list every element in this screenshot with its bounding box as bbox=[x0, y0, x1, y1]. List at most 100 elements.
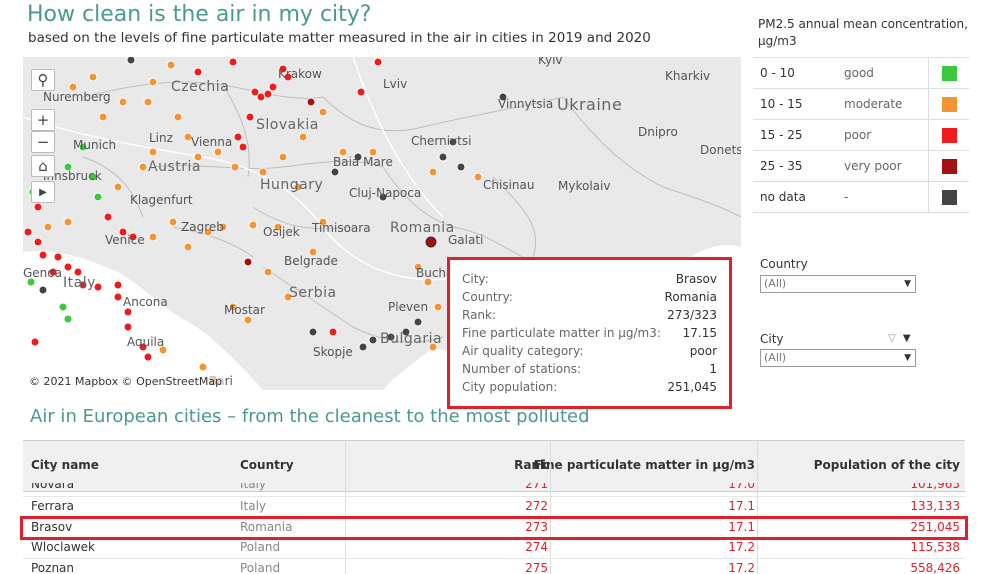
tooltip-value: poor bbox=[689, 344, 717, 358]
column-header-city[interactable]: City name bbox=[31, 458, 99, 472]
page-subtitle: based on the levels of fine particulate … bbox=[28, 30, 651, 46]
zoom-out-button[interactable]: − bbox=[31, 131, 55, 153]
tooltip-label: City population: bbox=[462, 380, 558, 394]
zoom-in-button[interactable]: + bbox=[31, 109, 55, 131]
legend-row[interactable]: 10 - 15 moderate bbox=[753, 89, 969, 120]
tooltip-label: Rank: bbox=[462, 308, 497, 322]
tooltip-row: Country: Romania bbox=[462, 288, 717, 306]
country-filter-label: Country bbox=[760, 257, 808, 271]
map-search-button[interactable]: ⚲ bbox=[31, 69, 55, 91]
table-row[interactable]: Wloclawek Poland 274 17.2 115,538 bbox=[23, 538, 965, 559]
city-map[interactable]: Kyiv Kharkiv Krakow Lviv Vinnytsia Ukrai… bbox=[23, 57, 741, 390]
reset-view-button[interactable]: ⌂ bbox=[31, 155, 55, 177]
legend-label: - bbox=[844, 190, 849, 204]
legend-range: 15 - 25 bbox=[760, 128, 803, 142]
map-tooltip: City: Brasov Country: Romania Rank: 273/323 Fi… bbox=[447, 257, 732, 409]
cell-rank: 274 bbox=[525, 540, 548, 554]
table-row[interactable]: Ferrara Italy 272 17.1 133,133 bbox=[23, 497, 965, 518]
tooltip-label: City: bbox=[462, 272, 489, 286]
tooltip-value: 1 bbox=[709, 362, 717, 376]
legend-row[interactable]: no data - bbox=[753, 182, 969, 213]
city-filter-select[interactable]: (All) ▼ bbox=[760, 349, 916, 367]
column-header-country[interactable]: Country bbox=[240, 458, 294, 472]
place-hungary: Hungary bbox=[260, 177, 324, 193]
place-slovakia: Slovakia bbox=[256, 117, 319, 133]
map-tools-button[interactable]: ▶ bbox=[31, 181, 55, 203]
column-divider bbox=[757, 440, 758, 574]
place-ukraine: Ukraine bbox=[557, 95, 623, 114]
column-divider bbox=[345, 440, 346, 574]
tooltip-row: Air quality category: poor bbox=[462, 342, 717, 360]
column-header-rank[interactable]: Rank bbox=[514, 458, 548, 472]
selected-row-highlight bbox=[20, 516, 968, 540]
column-header-pm[interactable]: Fine particulate matter in µg/m3 bbox=[533, 458, 755, 472]
place-lviv: Lviv bbox=[383, 77, 408, 91]
place-innsbruck: Innsbruck bbox=[43, 169, 102, 183]
place-pleven: Pleven bbox=[388, 300, 429, 314]
chevron-down-icon: ▼ bbox=[904, 353, 911, 363]
legend-swatch bbox=[928, 89, 969, 119]
place-vinnytsia: Vinnytsia bbox=[498, 97, 554, 111]
legend-label: very poor bbox=[844, 159, 902, 173]
cell-pm: 17.2 bbox=[728, 560, 755, 574]
filter-menu[interactable]: ▽ ▼ bbox=[888, 333, 911, 344]
place-genoa: Genoa bbox=[23, 266, 62, 280]
cell-rank: 272 bbox=[525, 499, 548, 513]
tooltip-row: City population: 251,045 bbox=[462, 378, 717, 396]
page-title: How clean is the air in my city? bbox=[27, 2, 372, 27]
legend-range: no data bbox=[760, 190, 806, 204]
place-venice: Venice bbox=[105, 233, 145, 247]
place-czechia: Czechia bbox=[171, 79, 230, 95]
place-ancona: Ancona bbox=[123, 295, 168, 309]
column-header-population[interactable]: Population of the city bbox=[813, 458, 960, 472]
legend-swatch bbox=[928, 120, 969, 150]
tooltip-value: 251,045 bbox=[667, 380, 717, 394]
tooltip-row: Fine particulate matter in µg/m3: 17.15 bbox=[462, 324, 717, 342]
cell-pm: 17.0 bbox=[728, 483, 755, 491]
tooltip-row: Rank: 273/323 bbox=[462, 306, 717, 324]
place-nuremberg: Nuremberg bbox=[43, 90, 111, 104]
table-title: Air in European cities – from the cleane… bbox=[30, 406, 590, 427]
place-belgrade: Belgrade bbox=[284, 254, 338, 268]
city-filter-label: City bbox=[760, 332, 784, 346]
place-baia-mare: Baia Mare bbox=[333, 155, 393, 169]
place-klagenfurt: Klagenfurt bbox=[130, 193, 193, 207]
legend-row[interactable]: 15 - 25 poor bbox=[753, 120, 969, 151]
cell-rank: 273 bbox=[525, 519, 548, 534]
cell-population: 115,538 bbox=[910, 540, 960, 554]
map-attribution: © 2021 Mapbox © OpenStreetMap bbox=[27, 375, 225, 388]
legend-range: 0 - 10 bbox=[760, 66, 795, 80]
place-serbia: Serbia bbox=[289, 285, 337, 301]
cell-country: Italy bbox=[240, 483, 267, 491]
place-italy: Italy bbox=[63, 275, 96, 291]
place-galati: Galati bbox=[448, 233, 484, 247]
table-row[interactable]: Novara Italy 271 17.0 101,965 bbox=[23, 483, 965, 497]
plus-icon: + bbox=[36, 111, 50, 129]
place-kyiv: Kyiv bbox=[538, 57, 563, 67]
play-icon: ▶ bbox=[39, 186, 47, 198]
cell-rank: 271 bbox=[525, 483, 548, 491]
cell-city: Wloclawek bbox=[31, 540, 95, 554]
cell-population: 133,133 bbox=[910, 499, 960, 513]
legend-row[interactable]: 0 - 10 good bbox=[753, 58, 969, 89]
legend-swatch bbox=[928, 182, 969, 212]
legend-range: 10 - 15 bbox=[760, 97, 803, 111]
chevron-down-icon: ▼ bbox=[902, 333, 911, 344]
tooltip-value: Brasov bbox=[675, 272, 717, 286]
place-mostar: Mostar bbox=[224, 303, 265, 317]
country-filter-value: (All) bbox=[764, 277, 787, 290]
legend-row[interactable]: 25 - 35 very poor bbox=[753, 151, 969, 182]
tooltip-value: Romania bbox=[664, 290, 717, 304]
place-kharkiv: Kharkiv bbox=[665, 69, 711, 83]
legend-range: 25 - 35 bbox=[760, 159, 803, 173]
table-row[interactable]: Poznan Poland 275 17.2 558,426 bbox=[23, 559, 965, 574]
tooltip-label: Country: bbox=[462, 290, 513, 304]
cell-pm: 17.1 bbox=[728, 499, 755, 513]
tooltip-label: Number of stations: bbox=[462, 362, 581, 376]
table-header: City name Country Rank Fine particulate … bbox=[23, 440, 965, 492]
country-filter-select[interactable]: (All) ▼ bbox=[760, 275, 916, 293]
place-cluj: Cluj-Napoca bbox=[349, 186, 422, 200]
tooltip-label: Fine particulate matter in µg/m3: bbox=[462, 326, 661, 340]
cell-city: Novara bbox=[31, 483, 75, 491]
legend-label: good bbox=[844, 66, 874, 80]
